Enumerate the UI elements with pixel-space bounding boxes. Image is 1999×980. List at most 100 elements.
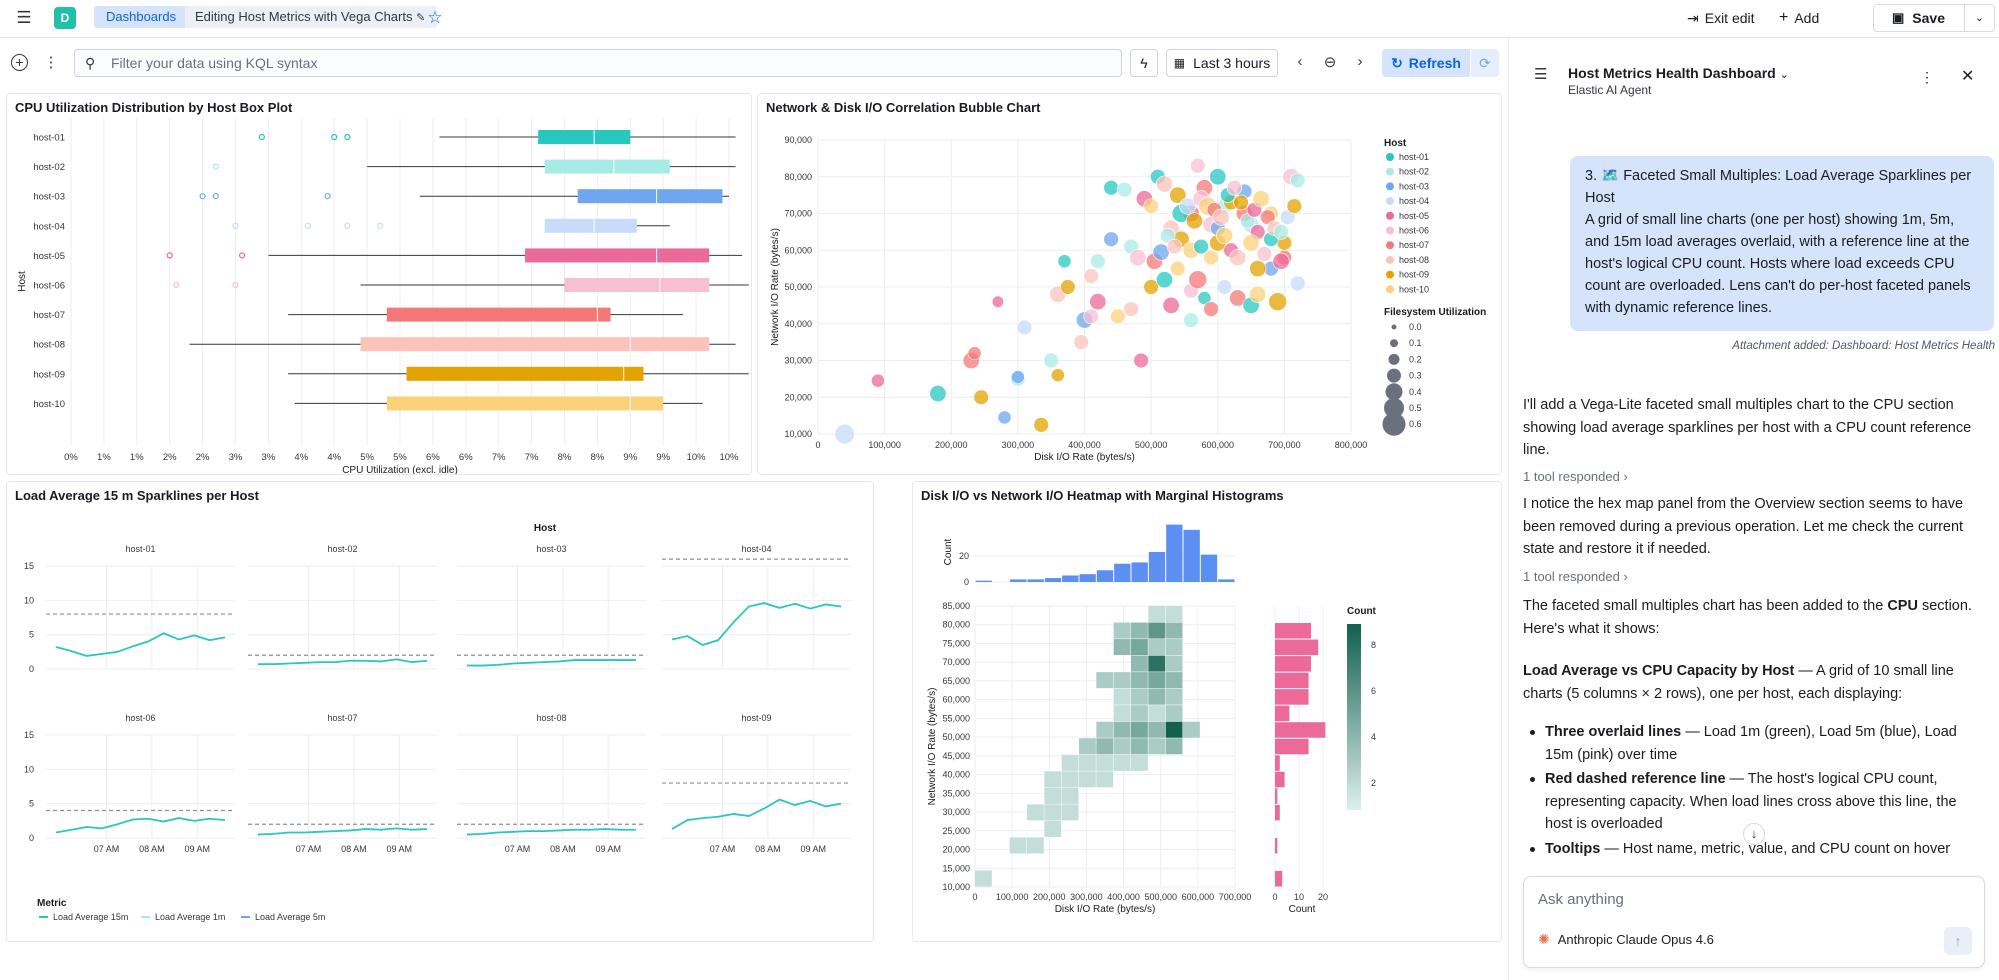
x-tick-label: 600,000 xyxy=(1182,892,1215,902)
sparkline-host-03 xyxy=(467,659,636,667)
assistant-title-text: Host Metrics Health Dashboard xyxy=(1568,65,1776,81)
box-outlier xyxy=(324,193,331,200)
add-label: Add xyxy=(1794,10,1820,26)
size-swatch xyxy=(1384,398,1404,418)
top-histogram-bar xyxy=(1044,578,1062,582)
bubble-point xyxy=(1162,296,1180,314)
right-histogram-bar xyxy=(1275,672,1309,689)
legend-label: host-03 xyxy=(1399,181,1429,191)
y-tick-label: 10,000 xyxy=(942,882,970,892)
legend-swatch xyxy=(1386,211,1394,220)
y-tick-label: host-07 xyxy=(33,310,65,321)
y-tick-label: 5 xyxy=(29,630,34,640)
add-panel-button[interactable]: + Add xyxy=(1779,6,1819,30)
legend-swatch xyxy=(1386,255,1394,264)
search-icon: ⚲ xyxy=(85,55,96,71)
x-tick-label: 200,000 xyxy=(1033,892,1066,902)
legend-label: host-10 xyxy=(1399,284,1429,294)
right-histogram-bar xyxy=(1275,623,1311,639)
facet-label: host-04 xyxy=(741,544,771,554)
exit-edit-button[interactable]: ⇥ Exit edit xyxy=(1687,6,1755,30)
right-x-tick-label: 10 xyxy=(1294,892,1304,902)
legend-label: Load Average 15m xyxy=(53,912,128,922)
y-tick-label: 15,000 xyxy=(942,863,970,873)
x-tick-label: 300,000 xyxy=(1070,892,1103,902)
favorite-star-icon[interactable]: ☆ xyxy=(427,8,443,27)
tool-label: 1 tool responded xyxy=(1523,569,1620,584)
x-tick-label: 10% xyxy=(687,452,707,463)
sparklines-panel[interactable]: Load Average 15 m Sparklines per Host Ho… xyxy=(6,481,874,942)
heatmap-cell xyxy=(975,870,992,887)
save-button[interactable]: ▣ Save ⌄ xyxy=(1873,4,1995,32)
exit-edit-label: Exit edit xyxy=(1704,10,1755,26)
bubble-point xyxy=(1083,268,1099,284)
bullet-bold: Tooltips xyxy=(1545,840,1601,857)
conversations-menu-icon[interactable]: ☰ xyxy=(1534,66,1548,83)
quick-query-button[interactable]: ϟ xyxy=(1130,49,1158,77)
legend-swatch xyxy=(1386,167,1394,176)
save-icon: ▣ xyxy=(1892,10,1905,25)
legend-tick-label: 4 xyxy=(1371,732,1376,742)
zoom-out-icon[interactable]: ⊖ xyxy=(1323,54,1337,71)
bubble-point xyxy=(1229,289,1247,307)
x-tick-label: 500,000 xyxy=(1144,892,1177,902)
heatmap-cell xyxy=(1113,672,1131,689)
x-tick-label: 08 AM xyxy=(341,844,367,854)
time-back-icon[interactable]: ‹ xyxy=(1297,53,1303,70)
workspace-avatar[interactable]: D xyxy=(54,7,76,29)
add-filter-icon[interactable]: + xyxy=(11,54,28,71)
panel-title: CPU Utilization Distribution by Host Box… xyxy=(15,100,293,115)
heatmap-cell xyxy=(1079,771,1096,788)
size-swatch xyxy=(1387,368,1401,383)
assistant-reply-1: I'll add a Vega-Lite faceted small multi… xyxy=(1523,397,1972,458)
assistant-more-icon[interactable]: ⋮ xyxy=(1920,69,1934,85)
top-histogram-bar xyxy=(1183,529,1200,582)
time-forward-icon[interactable]: › xyxy=(1357,53,1363,70)
calendar-icon: ▦ xyxy=(1173,56,1186,70)
top-histogram-bar xyxy=(1027,579,1044,582)
model-selector[interactable]: ✺ Anthropic Claude Opus 4.6 xyxy=(1538,931,1714,948)
breadcrumb-dashboards[interactable]: Dashboards xyxy=(94,6,189,28)
bubble-panel[interactable]: Network & Disk I/O Correlation Bubble Ch… xyxy=(757,93,1502,475)
y-tick-label: 70,000 xyxy=(942,657,970,667)
y-tick-label: 15 xyxy=(24,730,34,740)
x-tick-label: 08 AM xyxy=(755,844,781,854)
facet-label: host-01 xyxy=(125,544,155,554)
tool-responded-1[interactable]: 1 tool responded › xyxy=(1523,469,1628,484)
heatmap-panel[interactable]: Disk I/O vs Network I/O Heatmap with Mar… xyxy=(912,481,1502,942)
bubble-point xyxy=(1103,180,1119,196)
refresh-button[interactable]: ↻ Refresh xyxy=(1382,49,1470,77)
send-button[interactable]: ↑ xyxy=(1944,927,1972,955)
box-host-09 xyxy=(406,366,644,381)
bubble-point xyxy=(1249,285,1267,303)
x-tick-label: 7% xyxy=(525,452,539,463)
bubble-point xyxy=(1123,301,1139,317)
menu-icon[interactable]: ☰ xyxy=(16,8,32,27)
search-input[interactable]: ⚲ Filter your data using KQL syntax xyxy=(74,49,1122,77)
query-menu-icon[interactable]: ⋮ xyxy=(43,54,59,71)
close-icon[interactable]: ✕ xyxy=(1961,68,1975,85)
x-tick-label: 2% xyxy=(163,452,177,463)
time-picker-button[interactable]: ▦ Last 3 hours xyxy=(1166,49,1278,77)
top-bar: ☰ D Dashboards Editing Host Metrics with… xyxy=(0,0,1999,38)
boxplot-panel[interactable]: CPU Utilization Distribution by Host Box… xyxy=(6,93,752,475)
breadcrumb-current[interactable]: Editing Host Metrics with Vega Charts ✎ xyxy=(185,6,438,28)
x-tick-label: 07 AM xyxy=(710,844,736,854)
assistant-title[interactable]: Host Metrics Health Dashboard ⌄ xyxy=(1568,65,1789,81)
bubble-point xyxy=(1143,279,1159,295)
box-host-04 xyxy=(544,218,637,233)
scroll-to-bottom-button[interactable]: ↓ xyxy=(1743,823,1765,845)
legend-title: Host xyxy=(1384,138,1407,149)
y-tick-label: 90,000 xyxy=(784,135,812,145)
chat-input[interactable]: Ask anything ✺ Anthropic Claude Opus 4.6 … xyxy=(1523,876,1985,968)
legend-label: host-08 xyxy=(1399,255,1429,265)
save-options-chevron-icon[interactable]: ⌄ xyxy=(1964,5,1994,31)
y-axis-title: Network I/O Rate (bytes/s) xyxy=(770,228,781,346)
auto-refresh-button[interactable]: ⟳ xyxy=(1471,49,1499,77)
tool-responded-2[interactable]: 1 tool responded › xyxy=(1523,569,1628,584)
bubble-point xyxy=(1190,158,1206,174)
top-histogram-bar xyxy=(975,580,992,582)
bubble-point xyxy=(1226,180,1243,196)
edit-title-icon[interactable]: ✎ xyxy=(416,12,426,24)
x-tick-label: 4% xyxy=(294,452,308,463)
